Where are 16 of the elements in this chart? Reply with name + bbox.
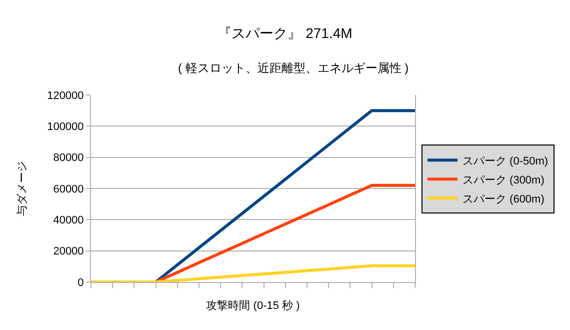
legend-label: スパーク (600m)	[462, 193, 544, 206]
y-tick-label: 80000	[53, 152, 84, 164]
legend-label: スパーク (300m)	[462, 174, 544, 186]
y-tick-label: 20000	[53, 246, 84, 258]
chart-subtitle: ( 軽スロット、近距離型、エネルギー属性 )	[178, 61, 409, 75]
line-series	[154, 109, 415, 282]
y-tick-label: 120000	[47, 90, 84, 102]
y-tick-label: 100000	[47, 121, 84, 134]
legend-label: スパーク (0-50m)	[462, 155, 548, 168]
chart-title: 『スパーク』 271.4M	[218, 24, 352, 41]
y-tick-label: 0	[78, 276, 84, 289]
y-axis-title: 与ダメージ	[16, 161, 29, 216]
x-axis-title: 攻撃時間 (0-15 秒 )	[206, 299, 300, 312]
y-tick-label: 60000	[53, 183, 84, 196]
y-tick-label: 40000	[53, 214, 84, 227]
line-series	[154, 184, 415, 282]
